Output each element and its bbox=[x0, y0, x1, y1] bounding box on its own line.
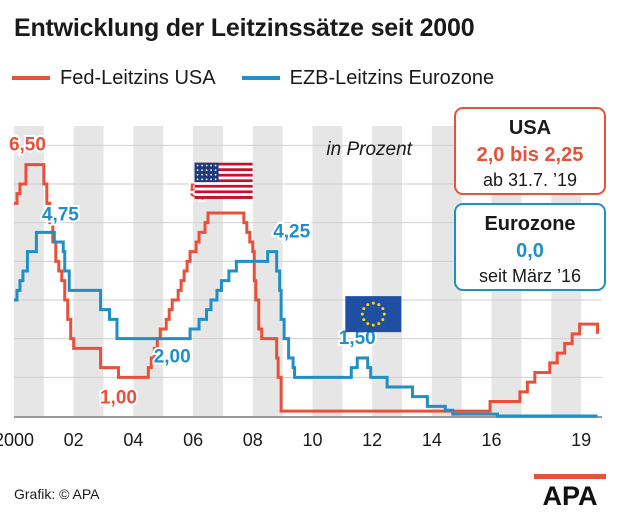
x-tick-label: 10 bbox=[302, 430, 322, 450]
ecb-rate-line bbox=[14, 230, 598, 418]
credit-text: Grafik: © APA bbox=[14, 486, 100, 502]
info-box-usa-date: ab 31.7. ’19 bbox=[483, 170, 577, 190]
info-box-eurozone bbox=[454, 203, 606, 291]
legend-item-fed: Fed-Leitzins USA bbox=[12, 67, 216, 90]
us-flag-icon bbox=[194, 162, 253, 199]
info-box-eurozone-title: Eurozone bbox=[484, 213, 575, 235]
eu-flag-icon bbox=[345, 296, 402, 333]
info-box-usa-value: 2,0 bis 2,25 bbox=[477, 144, 584, 166]
x-tick-label: 02 bbox=[64, 430, 84, 450]
x-tick-label: 2000 bbox=[0, 430, 34, 450]
chart-title: Entwicklung der Leitzinssätze seit 2000 bbox=[14, 14, 475, 42]
fed-rate-line bbox=[14, 163, 600, 413]
legend-label-fed: Fed-Leitzins USA bbox=[60, 66, 216, 89]
legend-label-ecb: EZB-Leitzins Eurozone bbox=[289, 66, 495, 89]
chart-legend: Fed-Leitzins USA EZB-Leitzins Eurozone bbox=[12, 66, 520, 90]
background-stripe bbox=[372, 126, 403, 416]
background-stripe bbox=[73, 126, 104, 416]
data-label: 6,50 bbox=[9, 135, 46, 156]
x-tick-label: 06 bbox=[183, 430, 203, 450]
info-box-usa-title: USA bbox=[509, 117, 551, 139]
x-tick-label: 14 bbox=[422, 430, 442, 450]
legend-item-ecb: EZB-Leitzins Eurozone bbox=[241, 66, 495, 90]
chart-plot-area: 2000 02 04 06 08 10 12 14 16 19 in Prozent 6,50 4,75… bbox=[0, 107, 606, 450]
x-tick-label: 12 bbox=[362, 430, 382, 450]
x-tick-label: 08 bbox=[243, 430, 263, 450]
data-label: 4,75 bbox=[42, 204, 79, 225]
apa-logo: APA bbox=[534, 474, 606, 508]
x-tick-label: 04 bbox=[123, 430, 143, 450]
info-box-eurozone-date: seit März ’16 bbox=[479, 266, 581, 286]
data-label: 4,25 bbox=[273, 222, 310, 243]
background-stripe bbox=[312, 126, 343, 416]
info-box-usa bbox=[454, 107, 606, 195]
legend-swatch-fed bbox=[12, 76, 50, 80]
legend-swatch-ecb bbox=[241, 76, 280, 80]
x-tick-label: 19 bbox=[571, 430, 591, 450]
data-label: 1,00 bbox=[100, 387, 137, 408]
info-box-eurozone-value: 0,0 bbox=[516, 240, 544, 262]
x-tick-label: 16 bbox=[482, 430, 502, 450]
data-label: 2,00 bbox=[154, 347, 191, 368]
unit-label: in Prozent bbox=[326, 139, 412, 160]
apa-logo-text: APA bbox=[542, 481, 597, 508]
